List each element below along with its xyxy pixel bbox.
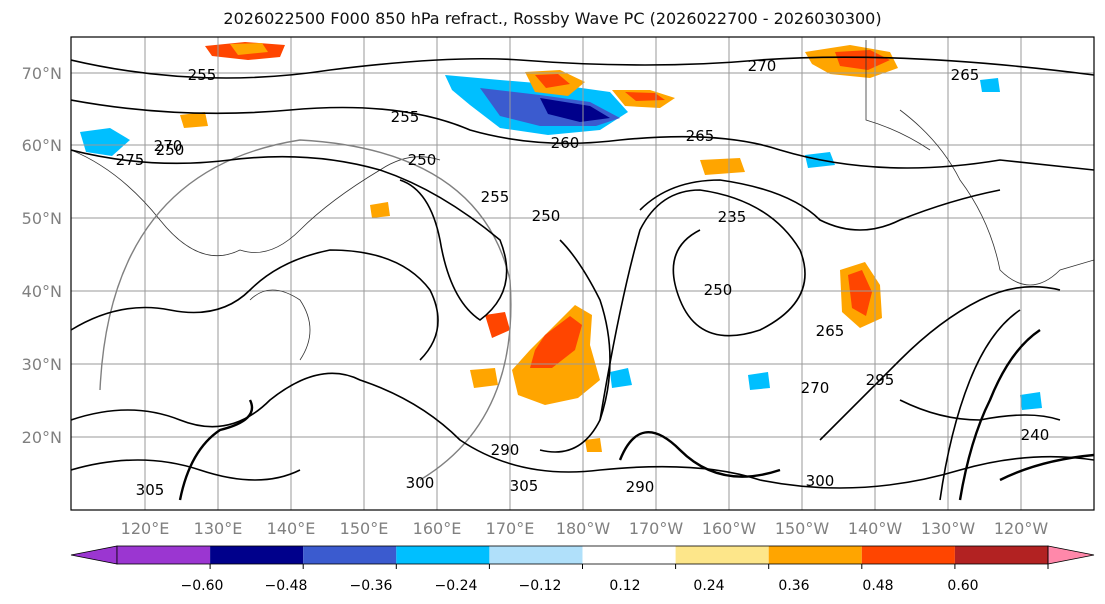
longitude-label: 120°E: [121, 519, 170, 538]
colorbar-segment: [861, 546, 955, 564]
colorbar-segment: [489, 546, 583, 564]
colorbar-segment: [675, 546, 769, 564]
contour-label: 270: [748, 57, 777, 75]
anomaly-patch: [980, 78, 1000, 92]
anomaly-shading: [80, 42, 1042, 452]
colorbar-tick-label: −0.48: [265, 578, 308, 594]
contour-label: 255: [188, 66, 217, 84]
longitude-label: 160°E: [413, 519, 462, 538]
longitude-label: 130°W: [921, 519, 976, 538]
longitude-label: 160°W: [702, 519, 757, 538]
map-frame: [70, 36, 1095, 511]
longitude-label: 170°W: [629, 519, 684, 538]
ridge-circle-outline: [99, 139, 512, 481]
contour-label: 305: [136, 481, 165, 499]
map-panel: 255 270 265 275 250 255 255 250 260 235 …: [71, 37, 1094, 510]
latitude-label: 40°N: [22, 282, 62, 301]
contour-label: 305: [510, 477, 539, 495]
colorbar-ticks: [209, 564, 1049, 569]
anomaly-patch: [470, 368, 498, 388]
longitude-label: 130°E: [194, 519, 243, 538]
anomaly-patch: [230, 43, 268, 55]
contour-label: 255: [481, 188, 510, 206]
contour-label: 250: [156, 141, 185, 159]
latitude-label: 50°N: [22, 209, 62, 228]
anomaly-patch: [485, 312, 510, 338]
colorbar-tick-label: 0.12: [609, 578, 640, 594]
colorbar-segment: [210, 546, 304, 564]
contour-label: 255: [391, 108, 420, 126]
latitude-label: 30°N: [22, 355, 62, 374]
contour-label: 290: [626, 478, 655, 496]
colorbar-tick-label: −0.24: [435, 578, 478, 594]
longitude-labels: 120°E 130°E 140°E 150°E 160°E 170°E 180°…: [121, 519, 1049, 538]
colorbar-segment: [1047, 545, 1095, 565]
latitude-label: 20°N: [22, 428, 62, 447]
colorbar-segment: [396, 546, 490, 564]
graticule: [71, 37, 1094, 510]
colorbar-segment: [582, 546, 676, 564]
latitude-labels: 70°N 60°N 50°N 40°N 30°N 20°N: [22, 64, 62, 447]
contour-label: 265: [951, 66, 980, 84]
map-title: 2026022500 F000 850 hPa refract., Rossby…: [223, 9, 882, 28]
longitude-label: 140°W: [848, 519, 903, 538]
anomaly-patch: [700, 158, 745, 175]
contour-label: 300: [406, 474, 435, 492]
contour-label: 235: [718, 208, 747, 226]
contour-label: 260: [551, 134, 580, 152]
latitude-label: 70°N: [22, 64, 62, 83]
contour-labels: 255 270 265 275 250 255 255 250 260 235 …: [116, 57, 1050, 499]
colorbar-tick-label: −0.12: [519, 578, 562, 594]
contour-label: 270: [154, 137, 183, 155]
contour-label: 275: [116, 151, 145, 169]
colorbar-segment: [303, 546, 397, 564]
longitude-label: 150°E: [340, 519, 389, 538]
contour-label: 265: [686, 127, 715, 145]
contour-label: 250: [408, 151, 437, 169]
anomaly-patch: [530, 316, 582, 368]
latitude-label: 60°N: [22, 136, 62, 155]
anomaly-patch: [535, 74, 570, 88]
anomaly-patch: [848, 270, 872, 316]
colorbar-tick-labels: −0.60 −0.48 −0.36 −0.24 −0.12 0.12 0.24 …: [181, 578, 979, 594]
anomaly-patch: [370, 202, 390, 218]
contours-thick: [178, 329, 1094, 501]
colorbar-tick-label: 0.60: [947, 578, 978, 594]
anomaly-patch: [180, 112, 208, 128]
longitude-label: 170°E: [486, 519, 535, 538]
colorbar-segment: [768, 546, 862, 564]
anomaly-patch: [540, 98, 610, 122]
anomaly-patch: [748, 372, 770, 390]
colorbar: −0.60 −0.48 −0.36 −0.24 −0.12 0.12 0.24 …: [70, 545, 1095, 594]
colorbar-segment: [70, 545, 118, 565]
colorbar-tick-label: −0.60: [181, 578, 224, 594]
contour-label: 250: [532, 207, 561, 225]
contour-label: 265: [816, 322, 845, 340]
colorbar-segment: [954, 546, 1048, 564]
anomaly-patch: [80, 128, 130, 156]
contour-label: 300: [806, 472, 835, 490]
colorbar-tick-label: −0.36: [350, 578, 393, 594]
contour-label: 270: [801, 379, 830, 397]
longitude-label: 150°W: [775, 519, 830, 538]
anomaly-patch: [585, 438, 602, 452]
contour-label: 250: [704, 281, 733, 299]
colorbar-tick-label: 0.36: [778, 578, 809, 594]
anomaly-patch: [625, 92, 665, 101]
colorbar-tick-label: 0.48: [862, 578, 893, 594]
longitude-label: 120°W: [994, 519, 1049, 538]
colorbar-segments: [70, 545, 1095, 565]
contour-label: 240: [1021, 426, 1050, 444]
contour-label: 295: [866, 371, 895, 389]
longitude-label: 140°E: [267, 519, 316, 538]
anomaly-patch: [610, 368, 632, 388]
contour-label: 290: [491, 441, 520, 459]
longitude-label: 180°W: [556, 519, 611, 538]
anomaly-patch: [835, 50, 890, 70]
colorbar-tick-label: 0.24: [693, 578, 724, 594]
anomaly-patch: [1020, 392, 1042, 410]
colorbar-segment: [117, 546, 211, 564]
